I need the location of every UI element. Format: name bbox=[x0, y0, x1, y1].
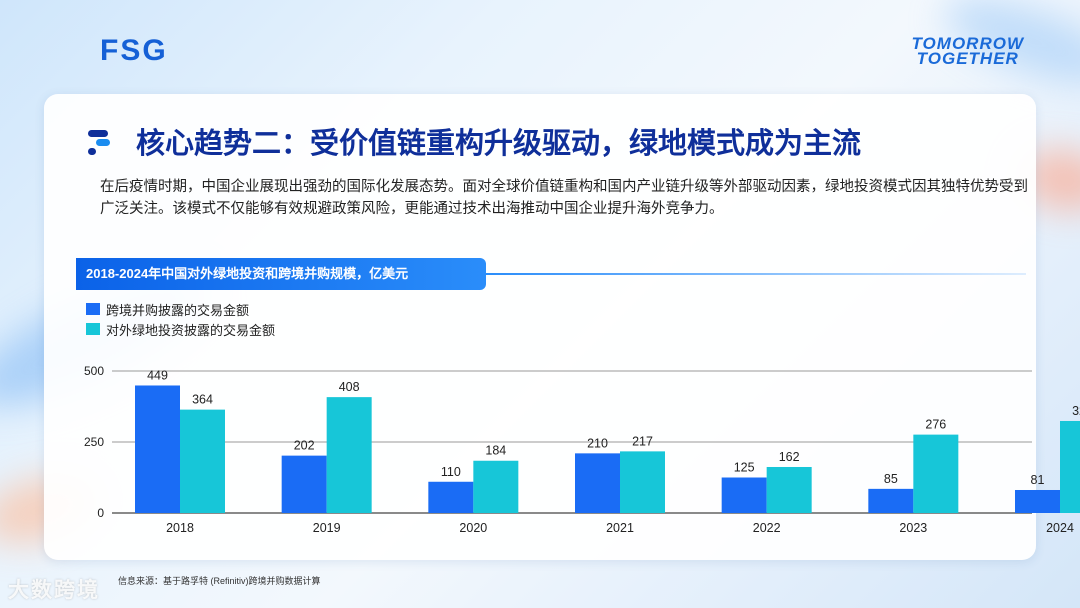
data-source-note: 信息来源：基于路孚特 (Refinitiv)跨境并购数据计算 bbox=[118, 576, 321, 586]
data-label: 202 bbox=[294, 439, 315, 453]
data-label: 364 bbox=[192, 393, 213, 407]
data-label: 162 bbox=[779, 450, 800, 464]
legend-item-series-1: 跨境并购披露的交易金额 bbox=[86, 299, 275, 319]
logo-line-1: TOMORROW bbox=[911, 34, 1024, 53]
data-label: 276 bbox=[925, 418, 946, 432]
legend-label: 对外绿地投资披露的交易金额 bbox=[106, 322, 276, 338]
data-label: 184 bbox=[485, 444, 506, 458]
x-tick-label: 2023 bbox=[899, 521, 927, 535]
title-bullet-icon bbox=[86, 128, 112, 155]
bar-greenfield-2019 bbox=[326, 397, 372, 513]
x-tick-label: 2020 bbox=[459, 521, 487, 535]
x-tick-label: 2018 bbox=[166, 521, 194, 535]
y-tick-label: 250 bbox=[84, 435, 104, 449]
chart-title-divider bbox=[486, 273, 1026, 275]
watermark: 大数跨境 bbox=[8, 579, 100, 602]
chart-legend: 跨境并购披露的交易金额 对外绿地投资披露的交易金额 bbox=[86, 299, 275, 339]
slide-description: 在后疫情时期，中国企业展现出强劲的国际化发展态势。面对全球价值链重构和国内产业链… bbox=[100, 179, 1028, 217]
bar-cross-border-ma-2019 bbox=[281, 455, 327, 513]
y-tick-label: 500 bbox=[84, 364, 104, 378]
logo-line-2: TOGETHER bbox=[916, 49, 1019, 68]
data-label: 125 bbox=[734, 461, 755, 475]
y-tick-label: 0 bbox=[97, 506, 104, 520]
legend-swatch bbox=[86, 303, 100, 315]
data-label: 81 bbox=[1031, 473, 1045, 487]
data-label: 449 bbox=[147, 368, 168, 382]
bar-greenfield-2023 bbox=[913, 434, 959, 513]
fsg-logo: FSG bbox=[100, 34, 168, 67]
bar-greenfield-2021 bbox=[620, 451, 665, 513]
data-label: 110 bbox=[441, 465, 461, 479]
tomorrow-together-logo: TOMORROW TOGETHER bbox=[911, 34, 1024, 68]
x-tick-label: 2024 bbox=[1046, 521, 1074, 535]
bar-greenfield-2020 bbox=[473, 460, 519, 513]
bar-greenfield-2018 bbox=[180, 409, 225, 513]
x-tick-label: 2019 bbox=[313, 521, 341, 535]
bar-cross-border-ma-2023 bbox=[868, 488, 914, 513]
bar-cross-border-ma-2021 bbox=[575, 453, 620, 513]
data-label: 85 bbox=[884, 472, 898, 486]
data-label: 217 bbox=[632, 434, 653, 448]
x-tick-label: 2021 bbox=[606, 521, 634, 535]
slide-title: 核心趋势二：受价值链重构升级驱动，绿地模式成为主流 bbox=[136, 128, 862, 160]
bar-cross-border-ma-2018 bbox=[135, 385, 180, 513]
data-label: 408 bbox=[339, 380, 360, 394]
data-label: 210 bbox=[587, 436, 608, 450]
bar-cross-border-ma-2022 bbox=[721, 477, 767, 513]
data-label: 324 bbox=[1072, 404, 1080, 418]
bar-cross-border-ma-2020 bbox=[428, 481, 474, 513]
legend-item-series-2: 对外绿地投资披露的交易金额 bbox=[86, 319, 275, 339]
legend-label: 跨境并购披露的交易金额 bbox=[106, 302, 250, 318]
x-tick-label: 2022 bbox=[753, 521, 781, 535]
bar-greenfield-2022 bbox=[766, 466, 812, 513]
bar-cross-border-ma-2024 bbox=[1015, 489, 1060, 513]
chart-title: 2018-2024年中国对外绿地投资和跨境并购规模，亿美元 bbox=[76, 258, 486, 290]
legend-swatch bbox=[86, 323, 100, 335]
bar-greenfield-2024 bbox=[1060, 420, 1080, 513]
